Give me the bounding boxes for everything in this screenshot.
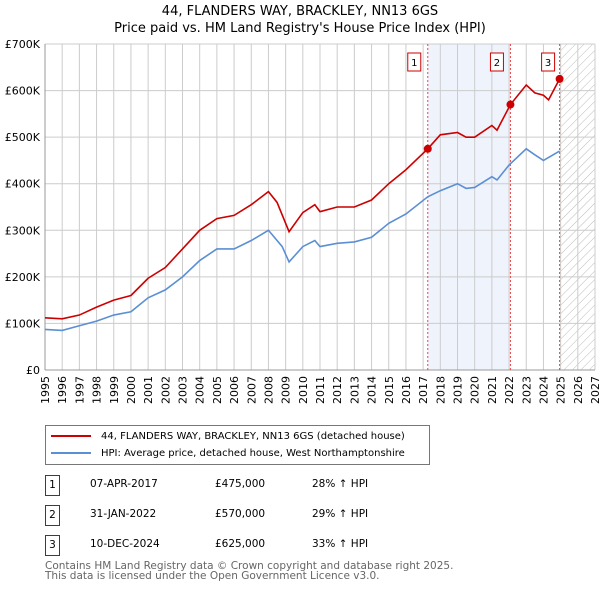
sale-price: £570,000 (215, 508, 266, 520)
x-tick-label: 2009 (280, 376, 293, 404)
sale-marker-label: 3 (45, 535, 60, 556)
sale-hpi-change: 28% ↑ HPI (312, 478, 369, 490)
sale-marker-label: 2 (494, 58, 500, 69)
x-tick-label: 1995 (39, 376, 52, 404)
legend-item-hpi: HPI: Average price, detached house, West… (51, 445, 405, 461)
x-tick-label: 2010 (297, 376, 310, 404)
x-tick-label: 2011 (314, 376, 327, 404)
y-tick-label: £700K (5, 38, 41, 51)
sale-row: 1 07-APR-2017 £475,000 28% ↑ HPI (45, 475, 465, 496)
x-tick-label: 2008 (262, 376, 275, 404)
x-tick-label: 2006 (228, 376, 241, 404)
legend-swatch-red (51, 435, 91, 437)
x-tick-label: 2003 (177, 376, 190, 404)
x-tick-label: 2007 (245, 376, 258, 404)
sale-marker-box (489, 52, 504, 72)
y-tick-label: £400K (5, 178, 41, 191)
x-tick-label: 2018 (434, 376, 447, 404)
footer-line: This data is licensed under the Open Gov… (45, 570, 380, 582)
sale-marker-box (407, 52, 422, 72)
x-tick-label: 2019 (452, 376, 465, 404)
x-tick-label: 1998 (91, 376, 104, 404)
legend-item-property: 44, FLANDERS WAY, BRACKLEY, NN13 6GS (de… (51, 428, 405, 444)
y-tick-label: £0 (26, 364, 40, 377)
y-tick-label: £200K (5, 271, 41, 284)
sale-marker-label: 1 (411, 58, 417, 69)
y-tick-label: £600K (5, 85, 41, 98)
x-tick-label: 2026 (572, 376, 585, 404)
y-tick-label: £100K (5, 317, 41, 330)
x-tick-label: 2013 (348, 376, 361, 404)
sale-price: £475,000 (215, 478, 266, 490)
y-tick-label: £300K (5, 224, 41, 237)
sale-point (555, 74, 564, 83)
sale-row: 3 10-DEC-2024 £625,000 33% ↑ HPI (45, 535, 465, 556)
sale-hpi-change: 29% ↑ HPI (312, 508, 369, 520)
sale-date: 31-JAN-2022 (90, 508, 157, 520)
x-tick-label: 2012 (331, 376, 344, 404)
sale-marker-box (541, 52, 556, 72)
sale-point (423, 144, 432, 153)
x-tick-label: 1999 (108, 376, 121, 404)
x-tick-label: 2017 (417, 376, 430, 404)
x-tick-label: 2005 (211, 376, 224, 404)
x-tick-label: 2021 (486, 376, 499, 404)
sale-point (506, 100, 515, 109)
footer: Contains HM Land Registry data © Crown c… (45, 560, 454, 582)
x-tick-label: 2014 (366, 376, 379, 404)
plot-area: 1995 1996 1997 1998 1999 2000 2001 2002 2003 2004… (5, 38, 600, 404)
x-tick-label: 1997 (73, 376, 86, 404)
x-tick-label: 2023 (520, 376, 533, 404)
legend-label: HPI: Average price, detached house, West… (101, 447, 405, 459)
sale-marker-label: 2 (45, 505, 60, 526)
sale-price: £625,000 (215, 538, 266, 550)
x-tick-label: 1996 (56, 376, 69, 404)
x-tick-label: 2004 (194, 376, 207, 404)
x-tick-label: 2015 (383, 376, 396, 404)
sale-period-shading (427, 44, 511, 370)
x-tick-label: 2016 (400, 376, 413, 404)
sale-row: 2 31-JAN-2022 £570,000 29% ↑ HPI (45, 505, 465, 526)
sale-marker-label: 1 (45, 475, 60, 496)
footer-line: Contains HM Land Registry data © Crown c… (45, 560, 454, 572)
x-tick-label: 2022 (503, 376, 516, 404)
x-tick-label: 2024 (537, 376, 550, 404)
x-tick-label: 2020 (469, 376, 482, 404)
y-tick-label: £500K (5, 131, 41, 144)
x-tick-label: 2002 (159, 376, 172, 404)
chart-subtitle: Price paid vs. HM Land Registry's House … (114, 21, 486, 36)
chart-title: 44, FLANDERS WAY, BRACKLEY, NN13 6GS (161, 4, 439, 19)
sale-date: 07-APR-2017 (90, 478, 158, 490)
legend: 44, FLANDERS WAY, BRACKLEY, NN13 6GS (de… (45, 425, 430, 465)
sale-marker-label: 3 (545, 58, 551, 69)
x-tick-label: 2025 (555, 376, 568, 404)
x-tick-label: 2000 (125, 376, 138, 404)
hpi-line (44, 147, 560, 332)
legend-label: 44, FLANDERS WAY, BRACKLEY, NN13 6GS (de… (101, 430, 405, 442)
sale-hpi-change: 33% ↑ HPI (312, 538, 369, 550)
price-line (44, 78, 561, 320)
x-tick-label: 2027 (589, 376, 600, 404)
sale-date: 10-DEC-2024 (90, 538, 160, 550)
legend-swatch-blue (51, 452, 91, 454)
x-tick-label: 2001 (142, 376, 155, 404)
